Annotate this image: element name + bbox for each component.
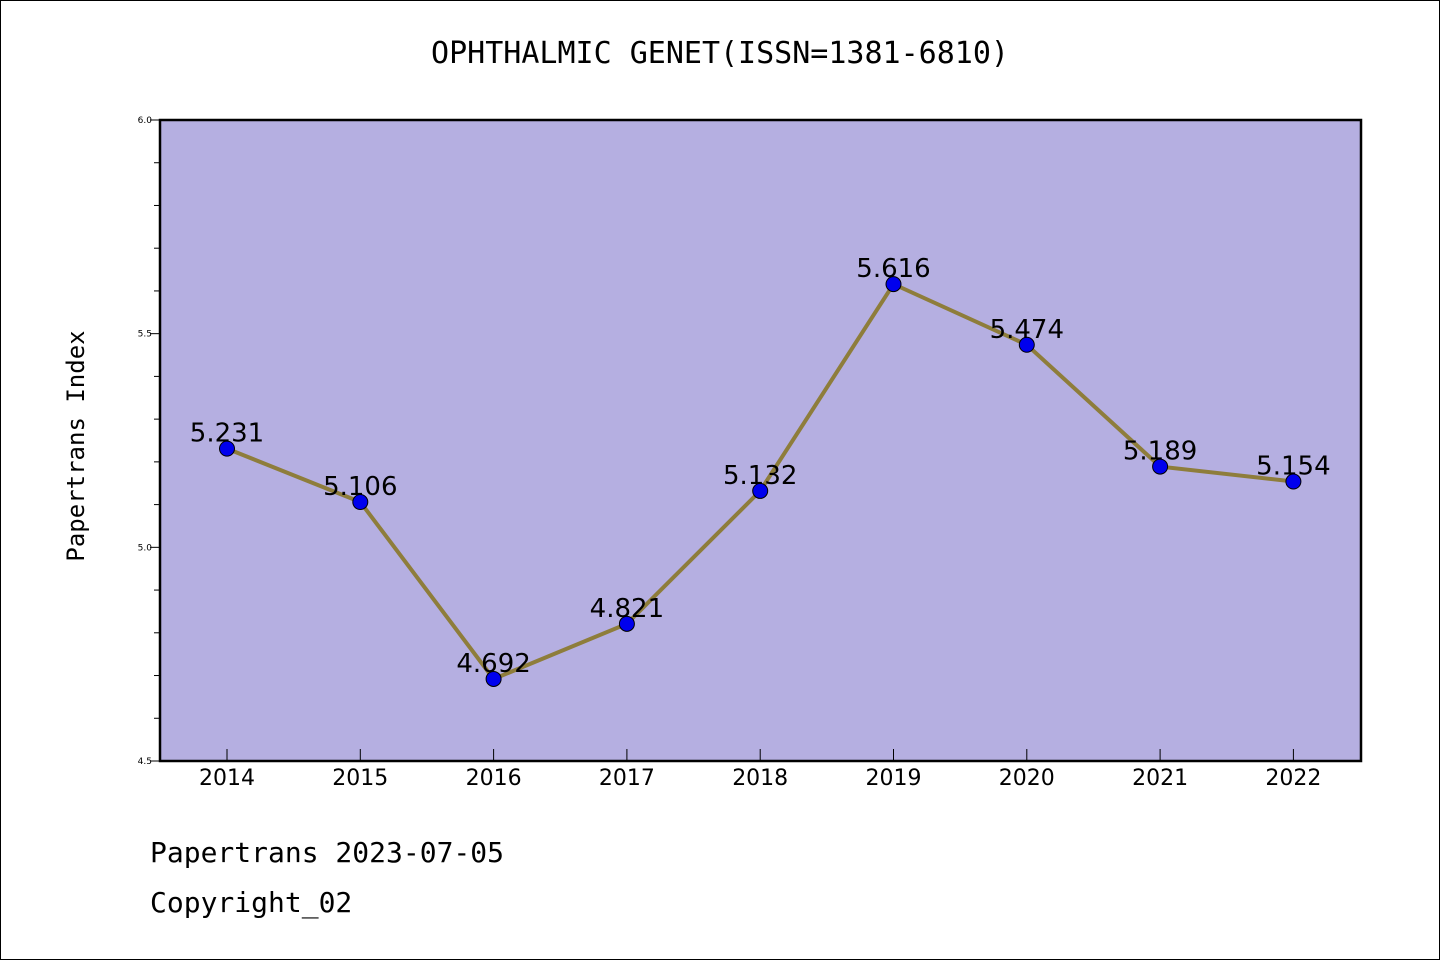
data-point: [219, 440, 235, 457]
data-label: 5.106: [323, 472, 397, 502]
plot-area: [158, 118, 1363, 763]
y-tick-label: 5.0: [138, 543, 153, 553]
data-point: [485, 670, 502, 687]
x-tick-label: 2019: [866, 766, 922, 791]
data-point: [1285, 473, 1302, 490]
x-tick-label: 2016: [466, 766, 522, 791]
x-tick-label: 2018: [732, 766, 788, 791]
y-tick-label: 4.5: [138, 757, 152, 767]
y-tick-label: 5.5: [138, 330, 152, 340]
data-point: [618, 615, 635, 632]
chart-title: OPHTHALMIC GENET(ISSN=1381-6810): [431, 36, 1009, 71]
data-point: [1018, 336, 1035, 353]
data-point: [885, 276, 902, 293]
x-tick-label: 2022: [1265, 766, 1321, 791]
data-label: 5.154: [1256, 452, 1330, 482]
x-tick-label: 2015: [332, 766, 388, 791]
data-label: 5.616: [856, 254, 930, 284]
data-label: 4.692: [456, 649, 530, 679]
data-label: 5.132: [723, 461, 797, 491]
y-axis-ticks: 4.5 5.0 5.5 6.0: [138, 116, 160, 767]
x-axis-ticks: 2014 2015 2016 2017 2018 2019 2020 2021 2022: [199, 749, 1321, 791]
data-label: 5.231: [190, 419, 264, 449]
data-point: [1152, 458, 1169, 475]
footer-copyright: Copyright_02: [150, 886, 353, 919]
y-tick-label: 6.0: [138, 116, 153, 126]
data-point: [752, 482, 769, 499]
series-markers: [219, 276, 1302, 687]
footer-date: Papertrans 2023-07-05: [150, 836, 505, 869]
x-tick-label: 2021: [1132, 766, 1188, 791]
x-tick-label: 2017: [599, 766, 655, 791]
data-label: 5.189: [1123, 437, 1197, 467]
x-tick-label: 2014: [199, 766, 255, 791]
data-label: 4.821: [590, 594, 664, 624]
data-point: [352, 494, 369, 511]
data-labels: 5.231 5.106 4.692 4.821 5.132 5.616 5.474 5.189…: [190, 254, 1331, 679]
x-tick-label: 2020: [999, 766, 1055, 791]
data-label: 5.474: [990, 315, 1064, 345]
